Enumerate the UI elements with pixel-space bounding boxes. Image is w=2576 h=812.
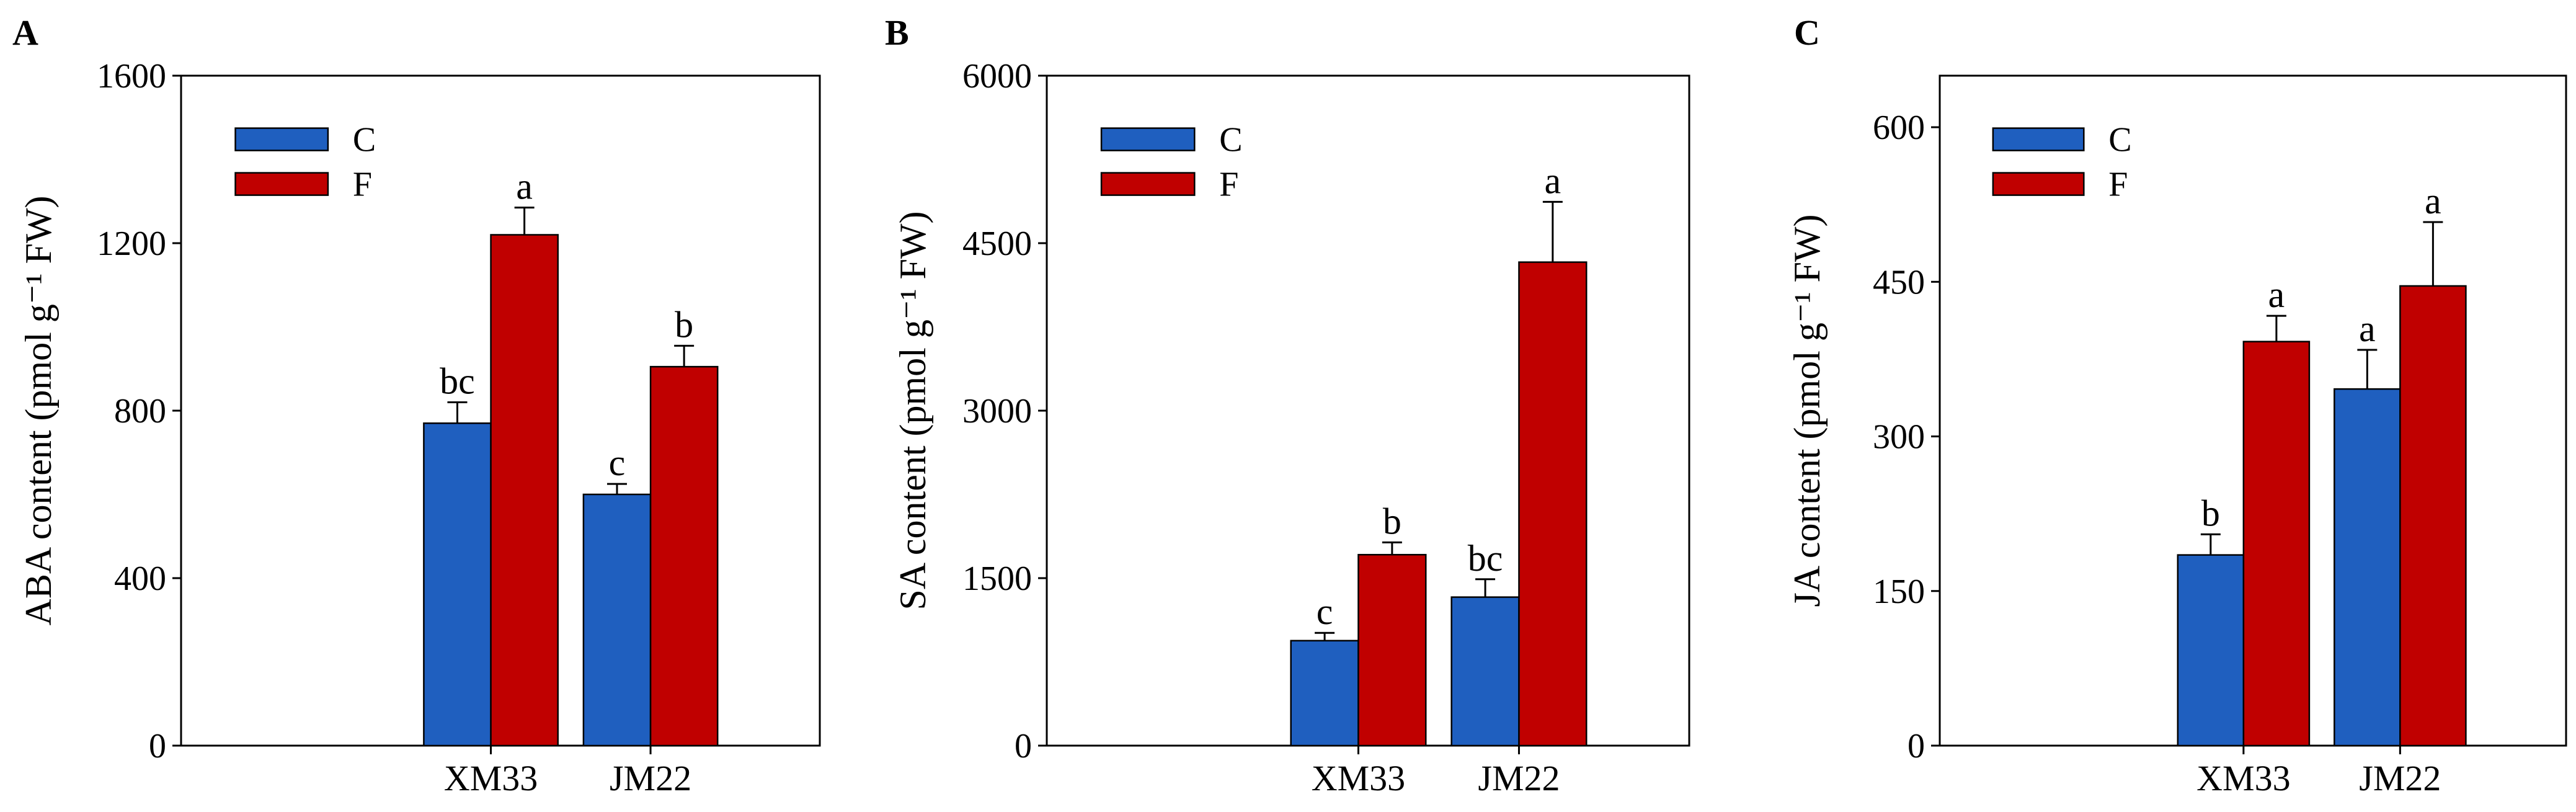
bar-f-xm33 — [490, 234, 559, 747]
y-tick-label: 150 — [1873, 573, 1925, 611]
legend-swatch-f — [1992, 172, 2085, 196]
panel-label: B — [885, 12, 909, 53]
legend-label-c: C — [1219, 121, 1242, 159]
legend-label-f: F — [2108, 166, 2128, 204]
legend-swatch-c — [1992, 127, 2085, 151]
y-tick-label: 800 — [114, 392, 166, 431]
y-tick-label: 0 — [1015, 727, 1032, 765]
y-tick-label: 0 — [149, 727, 166, 765]
bar-f-xm33 — [2242, 341, 2311, 747]
legend-label-f: F — [1219, 166, 1238, 204]
y-tick-label: 3000 — [962, 392, 1032, 431]
x-tick-label: JM22 — [2359, 758, 2441, 798]
legend-swatch-c — [1100, 127, 1196, 151]
bar-f-jm22 — [2399, 285, 2467, 747]
x-tick-label: XM33 — [444, 758, 538, 798]
panel-label: C — [1794, 12, 1820, 53]
bar-c-xm33 — [1290, 640, 1359, 747]
x-tick-label: XM33 — [2196, 758, 2290, 798]
bar-c-jm22 — [2334, 388, 2401, 747]
legend-label-c: C — [353, 121, 376, 159]
chart-panel-b: B 0 1500 3000 4500 6000 SA content (pmol g⁻¹ F… — [885, 12, 1690, 798]
bar-f-xm33 — [1357, 553, 1427, 747]
significance-letter: bc — [440, 361, 475, 402]
significance-letter: b — [2201, 493, 2220, 533]
significance-letter: bc — [1468, 538, 1503, 579]
significance-letter: a — [2268, 274, 2285, 315]
significance-letter: a — [2425, 181, 2441, 221]
y-tick-label: 600 — [1873, 109, 1925, 147]
y-tick-label: 1600 — [97, 57, 166, 96]
bar-f-jm22 — [649, 365, 719, 747]
y-axis-title: SA content (pmol g⁻¹ FW) — [892, 212, 933, 610]
panel-label: A — [12, 12, 38, 53]
y-axis-title: JA content (pmol g⁻¹ FW) — [1787, 215, 1828, 607]
bar-c-jm22 — [1450, 596, 1520, 747]
y-tick-label: 6000 — [962, 57, 1032, 96]
chart-panel-a: A 0 400 800 1200 1600 ABA content (pmol g⁻¹ FW… — [12, 12, 821, 798]
legend-swatch-c — [234, 127, 329, 151]
legend-swatch-f — [234, 172, 329, 196]
significance-letter: b — [1383, 501, 1401, 542]
legend-swatch-f — [1100, 172, 1196, 196]
bar-c-xm33 — [2177, 554, 2245, 747]
bar-c-xm33 — [423, 422, 492, 747]
significance-letter: a — [1545, 160, 1561, 201]
legend-label-c: C — [2108, 121, 2131, 159]
significance-letter: a — [2359, 308, 2376, 349]
y-tick-label: 400 — [114, 560, 166, 598]
significance-letter: b — [675, 304, 693, 345]
bar-c-jm22 — [582, 493, 652, 747]
x-tick-label: JM22 — [610, 758, 691, 798]
chart-panel-c: C 0 150 300 450 600 JA content (pmol g⁻¹ FW) XM… — [1787, 12, 2567, 798]
y-tick-label: 0 — [1908, 727, 1925, 765]
x-tick-label: JM22 — [1478, 758, 1560, 798]
significance-letter: c — [609, 442, 626, 483]
y-tick-label: 1500 — [962, 560, 1032, 598]
y-tick-label: 450 — [1873, 263, 1925, 301]
y-tick-label: 4500 — [962, 225, 1032, 263]
y-tick-label: 1200 — [97, 225, 166, 263]
legend-label-f: F — [353, 166, 372, 204]
significance-letter: c — [1317, 591, 1333, 632]
y-axis-title: ABA content (pmol g⁻¹ FW) — [18, 196, 59, 626]
y-tick-label: 300 — [1873, 418, 1925, 457]
bar-f-jm22 — [1518, 261, 1588, 747]
significance-letter: a — [516, 166, 533, 207]
x-tick-label: XM33 — [1312, 758, 1405, 798]
